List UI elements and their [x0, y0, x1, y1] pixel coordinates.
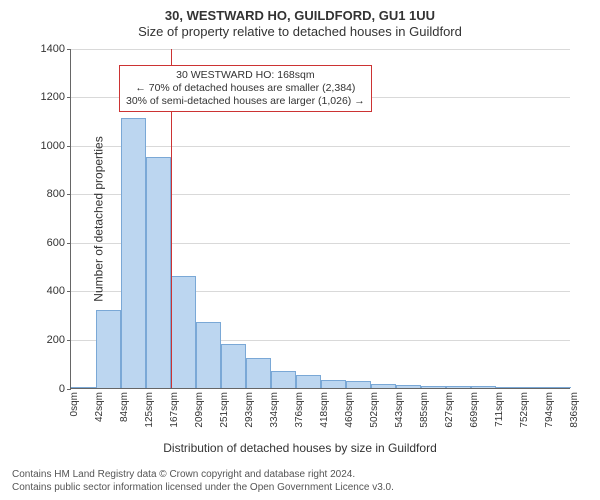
histogram-bar — [271, 371, 296, 388]
x-tick-label: 376sqm — [294, 392, 305, 428]
annotation-line: 30 WESTWARD HO: 168sqm — [126, 69, 365, 82]
histogram-bar — [246, 358, 271, 387]
y-tick-label: 200 — [47, 334, 71, 346]
attribution-line-1: Contains HM Land Registry data © Crown c… — [12, 469, 394, 482]
histogram-bar — [546, 387, 571, 388]
x-tick-label: 711sqm — [494, 392, 505, 427]
histogram-bar — [221, 344, 246, 388]
x-tick-label: 0sqm — [69, 392, 80, 416]
x-tick-label: 585sqm — [419, 392, 430, 428]
x-tick-label: 794sqm — [544, 392, 555, 428]
y-tick-label: 800 — [47, 188, 71, 200]
histogram-bar — [296, 375, 321, 387]
attribution-line-2: Contains public sector information licen… — [12, 482, 394, 495]
x-tick-label: 334sqm — [269, 392, 280, 428]
histogram-bar — [96, 310, 121, 388]
x-tick-label: 209sqm — [194, 392, 205, 428]
histogram-bar — [121, 118, 146, 388]
x-tick-label: 460sqm — [344, 392, 355, 428]
histogram-bar — [146, 157, 171, 388]
y-tick-label: 1200 — [41, 91, 71, 103]
x-tick-label: 627sqm — [444, 392, 455, 428]
chart-title-block: 30, WESTWARD HO, GUILDFORD, GU1 1UU Size… — [0, 0, 600, 41]
y-tick-label: 400 — [47, 285, 71, 297]
x-tick-label: 836sqm — [569, 392, 580, 428]
histogram-bar — [196, 322, 221, 388]
x-axis-title: Distribution of detached houses by size … — [0, 441, 600, 455]
histogram-bar — [421, 386, 446, 388]
histogram-bar — [171, 276, 196, 388]
annotation-box: 30 WESTWARD HO: 168sqm← 70% of detached … — [119, 65, 372, 112]
histogram-bar — [371, 384, 396, 388]
x-tick-label: 669sqm — [469, 392, 480, 428]
x-tick-label: 543sqm — [394, 392, 405, 428]
title-line-2: Size of property relative to detached ho… — [0, 24, 600, 40]
histogram-bar — [396, 385, 421, 387]
plot-region: 02004006008001000120014000sqm42sqm84sqm1… — [70, 49, 570, 389]
histogram-bar — [446, 386, 471, 387]
x-tick-label: 251sqm — [219, 392, 230, 428]
title-line-1: 30, WESTWARD HO, GUILDFORD, GU1 1UU — [0, 8, 600, 24]
x-tick-label: 293sqm — [244, 392, 255, 428]
x-tick-label: 418sqm — [319, 392, 330, 428]
annotation-line: ← 70% of detached houses are smaller (2,… — [126, 82, 365, 95]
histogram-bar — [496, 387, 521, 388]
histogram-bar — [346, 381, 371, 387]
attribution-block: Contains HM Land Registry data © Crown c… — [12, 469, 394, 494]
gridline — [71, 49, 570, 50]
y-tick-label: 1000 — [41, 140, 71, 152]
y-tick-label: 600 — [47, 237, 71, 249]
histogram-bar — [321, 380, 346, 387]
gridline — [71, 146, 570, 147]
x-tick-label: 84sqm — [119, 392, 130, 422]
histogram-bar — [471, 386, 496, 387]
x-tick-label: 167sqm — [169, 392, 180, 428]
x-tick-label: 125sqm — [144, 392, 155, 428]
histogram-bar — [71, 387, 96, 388]
chart-area: 02004006008001000120014000sqm42sqm84sqm1… — [70, 49, 570, 389]
annotation-line: 30% of semi-detached houses are larger (… — [126, 95, 365, 108]
y-axis-title: Number of detached properties — [92, 136, 106, 301]
x-tick-label: 502sqm — [369, 392, 380, 428]
x-tick-label: 42sqm — [94, 392, 105, 422]
x-tick-label: 752sqm — [519, 392, 530, 428]
histogram-bar — [521, 387, 546, 388]
y-tick-label: 1400 — [41, 43, 71, 55]
